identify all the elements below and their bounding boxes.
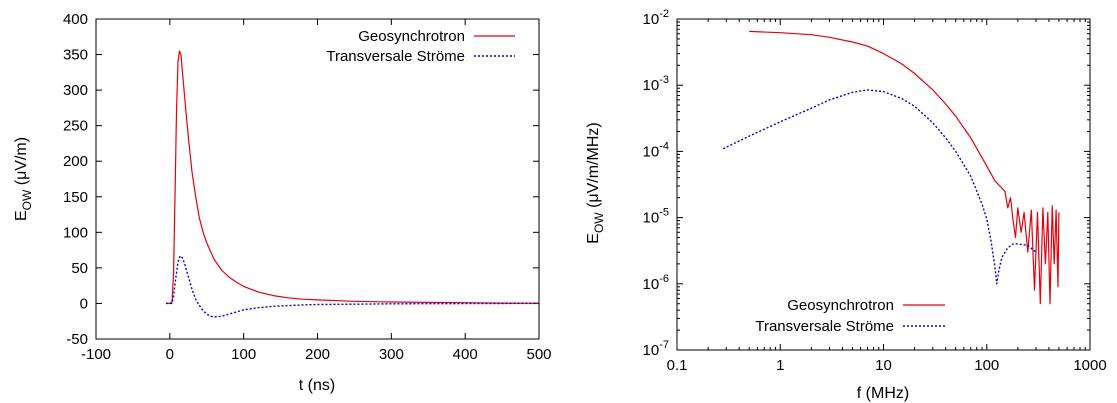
x-tick-label: 100 xyxy=(231,346,256,363)
series-line-geosynchrotron xyxy=(166,50,540,304)
y-tick-label: 400 xyxy=(63,11,88,28)
x-tick-label: 100 xyxy=(974,357,999,374)
y-tick-label: 150 xyxy=(63,189,88,206)
x-axis-ticks: -100 0 100 200 300 400 500 xyxy=(81,19,552,363)
legend-label: Geosynchrotron xyxy=(787,297,894,314)
x-tick-label: 10 xyxy=(875,357,892,374)
time-domain-chart: -100 0 100 200 300 400 500 -50 0 50 100 150 200 250 3… xyxy=(13,11,552,394)
legend-label: Geosynchrotron xyxy=(358,28,465,45)
y-axis-ticks: 10-7 10-6 10-5 10-4 10-3 10-2 xyxy=(643,8,1090,359)
x-axis-label: t (ns) xyxy=(299,377,335,394)
x-tick-label: 200 xyxy=(305,346,330,363)
legend-entry-transversale-stroeme: Transversale Ströme xyxy=(326,48,515,65)
series-line-transversale-stroeme xyxy=(722,89,1037,285)
y-tick-label: 300 xyxy=(63,82,88,99)
x-tick-label: 500 xyxy=(526,346,551,363)
y-tick-label: 0 xyxy=(80,295,88,312)
legend-entry-geosynchrotron: Geosynchrotron xyxy=(787,297,945,314)
x-tick-label: 400 xyxy=(453,346,478,363)
x-tick-label: 0.1 xyxy=(667,357,688,374)
series-line-geosynchrotron xyxy=(749,30,1060,305)
legend: Geosynchrotron Transversale Ströme xyxy=(755,297,945,335)
plot-frame xyxy=(95,18,540,340)
y-axis-ticks: -50 0 50 100 150 200 250 300 350 400 xyxy=(63,11,539,348)
x-tick-label: 300 xyxy=(379,346,404,363)
series-lines xyxy=(722,30,1060,305)
x-tick-label: 1 xyxy=(776,357,784,374)
frequency-spectrum-chart: 0.1 1 10 100 1000 10-7 10-6 10-5 10-4 10-3 10-2 f… xyxy=(585,8,1107,402)
x-axis-ticks: 0.1 1 10 100 1000 xyxy=(667,19,1107,374)
y-tick-label: 200 xyxy=(63,153,88,170)
y-tick-label: 350 xyxy=(63,47,88,64)
legend-label: Transversale Ströme xyxy=(326,48,465,65)
legend-entry-geosynchrotron: Geosynchrotron xyxy=(358,28,515,45)
y-tick-label: 10-2 xyxy=(643,8,669,28)
legend-entry-transversale-stroeme: Transversale Ströme xyxy=(755,318,945,335)
y-tick-label: 10-5 xyxy=(643,207,669,227)
y-tick-label: -50 xyxy=(66,331,88,348)
y-tick-label: 100 xyxy=(63,224,88,241)
y-tick-label: 10-3 xyxy=(643,74,669,94)
x-axis-label: f (MHz) xyxy=(857,385,909,402)
legend-label: Transversale Ströme xyxy=(755,318,894,335)
x-tick-label: -100 xyxy=(81,346,111,363)
y-tick-label: 10-4 xyxy=(643,140,669,160)
y-tick-label: 10-6 xyxy=(643,273,669,293)
y-axis-label: EOW (μV/m/MHz) xyxy=(585,122,606,243)
y-tick-label: 10-7 xyxy=(643,339,669,359)
legend: Geosynchrotron Transversale Ströme xyxy=(326,28,515,65)
series-lines xyxy=(166,50,540,318)
x-tick-label: 1000 xyxy=(1073,357,1106,374)
x-tick-label: 0 xyxy=(166,346,174,363)
y-tick-label: 250 xyxy=(63,118,88,135)
series-line-transversale-stroeme xyxy=(166,255,540,318)
y-tick-label: 50 xyxy=(71,260,88,277)
y-axis-label: EOW (μV/m) xyxy=(13,137,34,221)
